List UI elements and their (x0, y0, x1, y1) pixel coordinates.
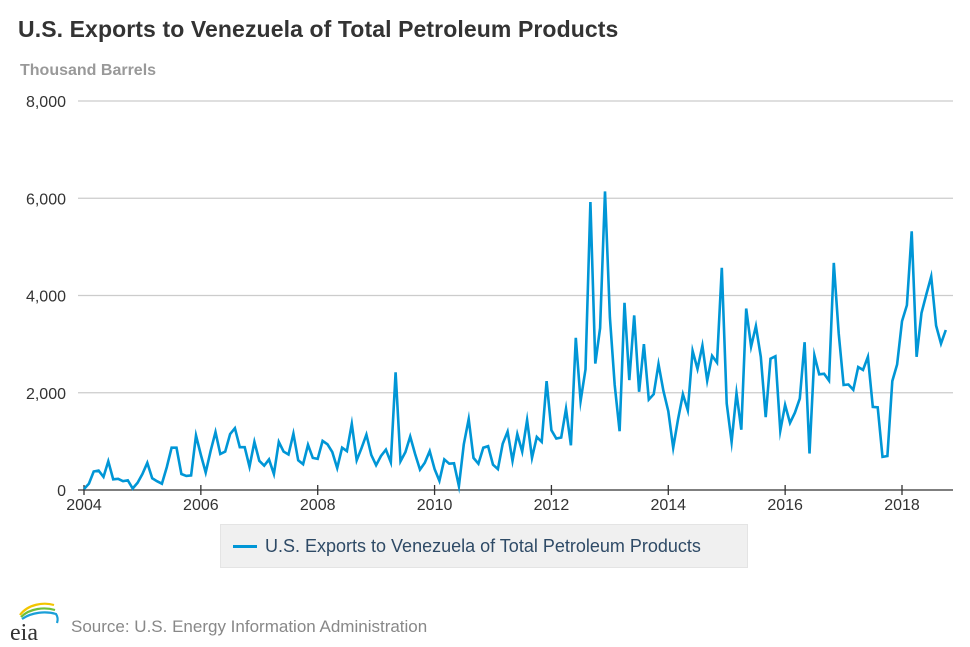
series-line-0 (83, 191, 948, 495)
y-tick-label: 2,000 (26, 386, 66, 403)
x-tick-label: 2010 (417, 497, 453, 514)
legend-label: U.S. Exports to Venezuela of Total Petro… (265, 535, 701, 556)
source-note: Source: U.S. Energy Information Administ… (71, 617, 428, 636)
chart-title: U.S. Exports to Venezuela of Total Petro… (18, 16, 619, 42)
eia-logo-icon: eia (10, 602, 59, 642)
footer: eia Source: U.S. Energy Information Admi… (0, 596, 500, 646)
x-tick-label: 2018 (884, 497, 920, 514)
x-tick-label: 2006 (183, 497, 219, 514)
legend[interactable]: U.S. Exports to Venezuela of Total Petro… (220, 524, 748, 568)
x-tick-label: 2012 (534, 497, 570, 514)
y-tick-label: 8,000 (26, 94, 66, 111)
y-axis-units-label: Thousand Barrels (20, 62, 157, 79)
x-tick-label: 2004 (66, 497, 102, 514)
eia-logo-text: eia (10, 620, 38, 642)
y-tick-label: 6,000 (26, 191, 66, 208)
y-tick-label: 4,000 (26, 289, 66, 306)
gridlines (78, 100, 953, 394)
x-tick-label: 2008 (300, 497, 336, 514)
y-tick-label: 0 (57, 483, 66, 500)
x-tick-label: 2016 (767, 497, 803, 514)
x-axis: 2004 2006 2008 2010 2012 2014 2016 2018 (66, 485, 953, 514)
y-axis-ticks: 0 2,000 4,000 6,000 8,000 (26, 94, 66, 500)
legend-swatch-icon (233, 544, 257, 548)
series-group (83, 191, 948, 495)
x-tick-label: 2014 (650, 497, 686, 514)
